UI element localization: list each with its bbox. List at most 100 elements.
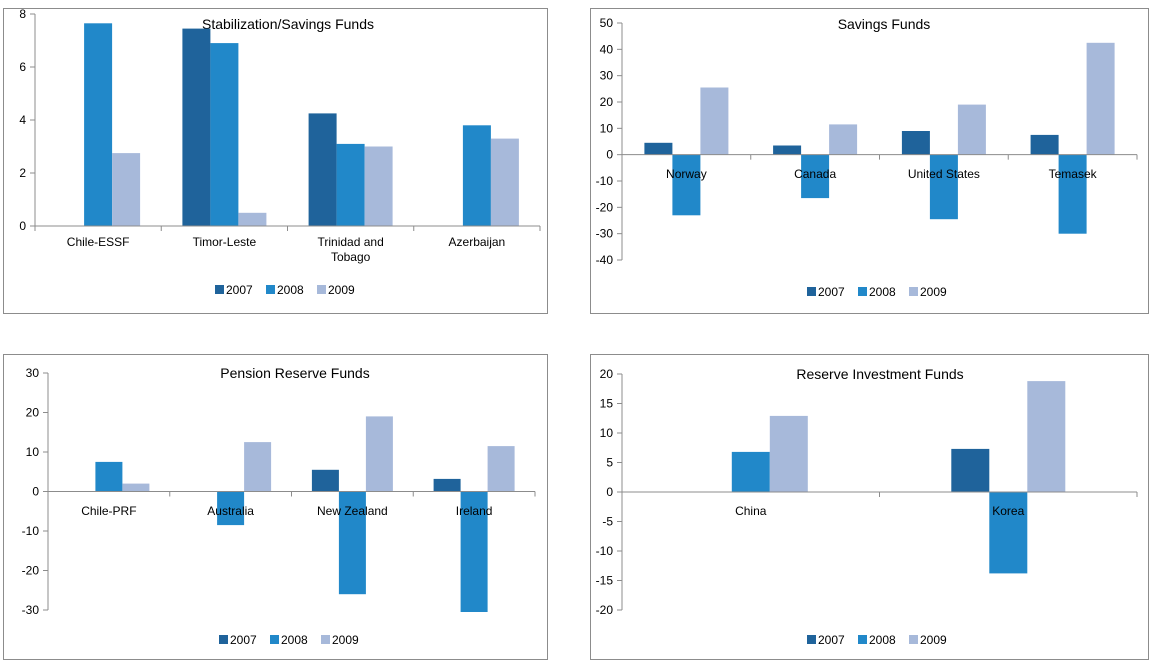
y-tick-label: 0	[32, 485, 39, 499]
y-tick-label: 20	[600, 367, 614, 381]
bar	[769, 415, 808, 492]
y-tick-label: -15	[596, 574, 614, 588]
legend-label: 2007	[226, 283, 253, 297]
chart-title: Stabilization/Savings Funds	[202, 16, 374, 32]
legend-swatch	[858, 635, 867, 644]
category-label: Chile-PRF	[81, 504, 136, 518]
y-tick-label: -20	[596, 200, 614, 214]
chart-title: Savings Funds	[838, 16, 931, 32]
y-tick-label: 0	[606, 148, 613, 162]
bar	[957, 104, 986, 155]
bar	[210, 43, 239, 226]
legend-swatch	[215, 285, 224, 294]
bar	[311, 469, 339, 492]
y-tick-label: -30	[596, 227, 614, 241]
legend-swatch	[807, 635, 816, 644]
legend-label: 2009	[328, 283, 355, 297]
bar	[700, 87, 729, 155]
y-tick-label: -10	[596, 544, 614, 558]
category-label: Tobago	[331, 250, 371, 264]
bar	[901, 131, 930, 155]
category-label: Australia	[207, 504, 254, 518]
y-tick-label: -10	[22, 524, 40, 538]
bar	[1027, 381, 1066, 492]
bar	[644, 142, 673, 155]
bar	[433, 478, 461, 492]
y-tick-label: -5	[602, 515, 613, 529]
legend-swatch	[858, 287, 867, 296]
category-label: Timor-Leste	[193, 235, 257, 249]
bar	[84, 23, 113, 226]
bar	[487, 446, 515, 492]
legend-label: 2007	[818, 285, 845, 299]
bar	[217, 491, 245, 526]
bar	[338, 491, 366, 595]
y-tick-label: 30	[600, 69, 614, 83]
y-tick-label: 40	[600, 42, 614, 56]
category-label: Temasek	[1049, 167, 1098, 181]
legend-label: 2008	[281, 633, 308, 647]
y-tick-label: 20	[26, 406, 40, 420]
y-tick-label: 15	[600, 397, 614, 411]
bar	[929, 154, 958, 220]
y-tick-label: -10	[596, 174, 614, 188]
bar	[244, 442, 272, 492]
bar	[308, 113, 337, 226]
category-label: Chile-ESSF	[67, 235, 130, 249]
category-label: United States	[908, 167, 980, 181]
y-tick-label: 8	[19, 7, 26, 21]
bar	[1058, 154, 1087, 234]
bar	[462, 125, 491, 226]
chart-title: Pension Reserve Funds	[220, 365, 369, 381]
legend-swatch	[807, 287, 816, 296]
y-tick-label: 10	[600, 121, 614, 135]
y-tick-label: 30	[26, 366, 40, 380]
category-label: New Zealand	[317, 504, 388, 518]
bar	[336, 143, 365, 226]
bar	[490, 138, 519, 226]
legend-label: 2008	[869, 633, 896, 647]
bar	[672, 154, 701, 216]
category-label: Trinidad and	[317, 235, 383, 249]
legend-label: 2009	[920, 633, 947, 647]
bar	[460, 491, 488, 612]
legend-swatch	[909, 287, 918, 296]
y-tick-label: 50	[600, 16, 614, 30]
category-label: Canada	[794, 167, 836, 181]
category-label: China	[735, 504, 767, 518]
bar	[989, 492, 1028, 574]
bar	[112, 153, 141, 226]
legend-swatch	[317, 285, 326, 294]
bar	[1030, 134, 1059, 155]
bar	[95, 461, 123, 492]
bar	[1086, 42, 1115, 155]
legend-label: 2009	[332, 633, 359, 647]
legend-label: 2007	[230, 633, 257, 647]
legend-label: 2008	[869, 285, 896, 299]
y-tick-label: -20	[22, 564, 40, 578]
bar	[182, 28, 211, 226]
bar	[365, 416, 393, 492]
bar	[122, 483, 150, 492]
y-tick-label: 2	[19, 166, 26, 180]
legend-label: 2008	[277, 283, 304, 297]
bar	[364, 146, 393, 226]
bar	[829, 124, 858, 155]
bar	[773, 145, 802, 155]
legend-swatch	[219, 635, 228, 644]
y-tick-label: 5	[606, 456, 613, 470]
y-tick-label: -20	[596, 603, 614, 617]
bar	[951, 448, 990, 492]
category-label: Azerbaijan	[449, 235, 506, 249]
category-label: Norway	[666, 167, 707, 181]
y-tick-label: -40	[596, 253, 614, 267]
legend-swatch	[266, 285, 275, 294]
legend-label: 2009	[920, 285, 947, 299]
y-tick-label: 10	[600, 426, 614, 440]
y-tick-label: -30	[22, 603, 40, 617]
legend-label: 2007	[818, 633, 845, 647]
y-tick-label: 0	[606, 485, 613, 499]
category-label: Ireland	[456, 504, 493, 518]
bar	[801, 154, 830, 199]
bar	[238, 212, 267, 227]
